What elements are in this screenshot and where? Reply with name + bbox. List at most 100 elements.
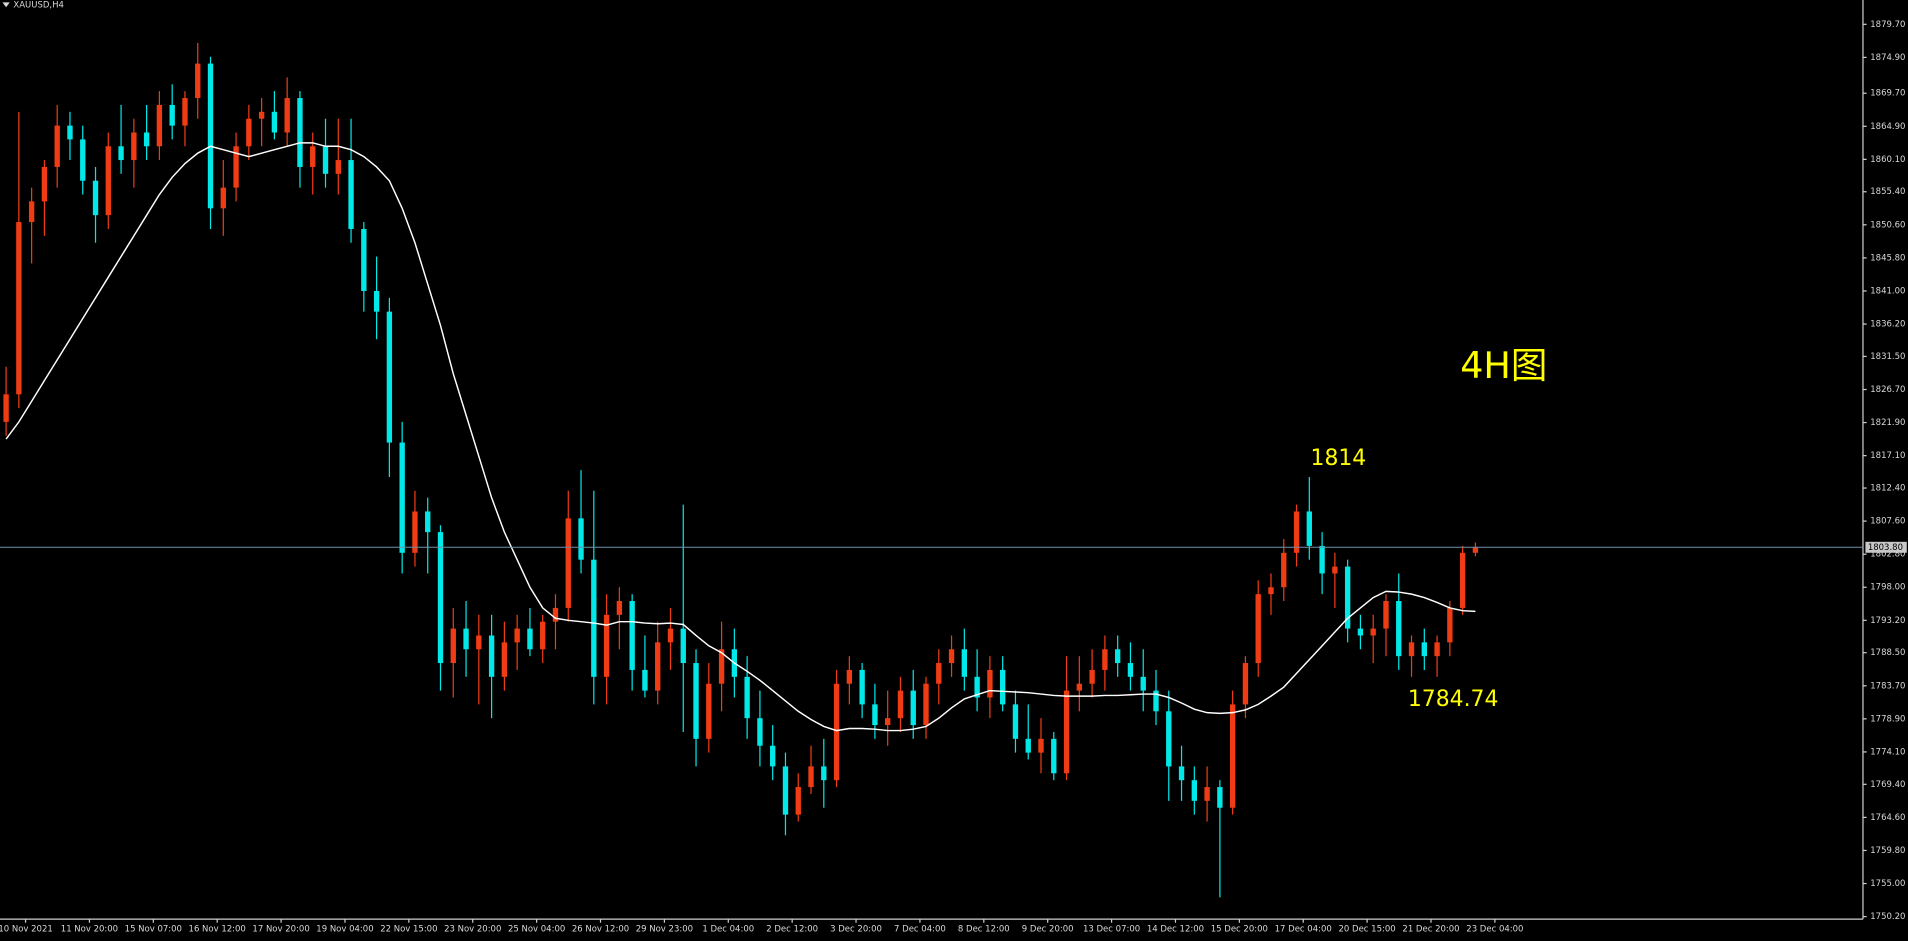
candle-body	[910, 690, 916, 726]
candle-body	[846, 669, 853, 684]
y-tick-label: 1821.90	[1870, 418, 1905, 428]
candle-body	[169, 104, 175, 126]
y-tick-label: 1788.50	[1870, 648, 1905, 658]
candle-body	[1383, 601, 1389, 629]
candle-body	[412, 511, 418, 553]
y-tick-label: 1793.20	[1870, 616, 1905, 626]
candle-body	[1166, 711, 1172, 767]
y-tick-label: 1802.80	[1870, 550, 1905, 560]
y-tick-label: 1845.80	[1870, 253, 1905, 263]
candle-body	[488, 635, 495, 677]
candle-body	[437, 532, 444, 664]
candle-body	[1332, 566, 1338, 574]
x-tick-label: 3 Dec 20:00	[830, 924, 882, 934]
candle-body	[718, 649, 725, 684]
candle-body	[1434, 642, 1440, 657]
y-tick-label: 1831.50	[1870, 352, 1905, 362]
y-tick-label: 1874.90	[1870, 53, 1905, 63]
x-tick-label: 26 Nov 12:00	[572, 924, 629, 934]
candle-body	[936, 663, 942, 684]
candle-body	[770, 745, 776, 767]
candle-body	[143, 132, 150, 147]
candle-body	[667, 628, 674, 643]
candle-body	[514, 628, 520, 643]
candle-body	[1268, 587, 1274, 595]
x-tick-label: 19 Nov 04:00	[316, 924, 373, 934]
candle-body	[1140, 676, 1146, 691]
candle-body	[629, 601, 635, 670]
y-tick-label: 1841.00	[1870, 286, 1905, 296]
candle-body	[207, 63, 214, 209]
candle-body	[3, 394, 9, 422]
candle-body	[591, 559, 597, 677]
y-tick-label: 1879.70	[1870, 20, 1905, 30]
candle-body	[92, 180, 99, 216]
candle-body	[872, 704, 878, 726]
x-tick-label: 17 Dec 04:00	[1275, 924, 1332, 934]
x-tick-label: 14 Dec 12:00	[1147, 924, 1204, 934]
x-tick-label: 29 Nov 23:00	[636, 924, 693, 934]
x-tick-label: 11 Nov 20:00	[61, 924, 118, 934]
candle-body	[1127, 663, 1134, 677]
candle-body	[131, 132, 137, 161]
x-tick-label: 8 Dec 12:00	[958, 924, 1010, 934]
candle-body	[1229, 704, 1236, 808]
candle-body	[322, 146, 329, 174]
candle-body	[527, 628, 533, 650]
candle-body	[1038, 738, 1044, 753]
candle-body	[1281, 552, 1287, 588]
y-tick-label: 1750.20	[1870, 912, 1905, 922]
candle-body	[463, 628, 469, 650]
candle-body	[655, 642, 661, 691]
candle-body	[80, 139, 86, 181]
candle-body	[1217, 787, 1223, 808]
symbol-menu-icon[interactable]	[2, 2, 10, 8]
candle-body	[974, 676, 980, 698]
x-tick-label: 10 Nov 2021	[0, 924, 53, 934]
candle-body	[246, 118, 252, 147]
candle-body	[642, 669, 648, 691]
candle-body	[1191, 780, 1198, 801]
candle-body	[1421, 642, 1427, 657]
y-tick-label: 1869.70	[1870, 89, 1905, 99]
y-tick-label: 1783.70	[1870, 681, 1905, 691]
candle-body	[1408, 642, 1415, 657]
candle-body	[258, 111, 265, 119]
candle-body	[1344, 566, 1351, 629]
candle-body	[335, 160, 341, 174]
candle-body	[808, 766, 814, 788]
candle-body	[821, 766, 827, 781]
candle-body	[476, 635, 482, 650]
candle-body	[501, 642, 508, 677]
candle-body	[284, 98, 290, 133]
candle-body	[603, 614, 610, 677]
candle-body	[1025, 738, 1031, 753]
candle-body	[1012, 704, 1019, 739]
candle-body	[271, 111, 278, 133]
annotation: 4H图	[1460, 344, 1547, 387]
y-tick-label: 1755.00	[1870, 879, 1905, 889]
x-tick-label: 25 Nov 04:00	[508, 924, 565, 934]
candle-body	[1204, 787, 1210, 801]
y-tick-label: 1817.10	[1870, 451, 1905, 461]
candle-body	[1319, 545, 1325, 574]
x-tick-label: 22 Nov 15:00	[380, 924, 437, 934]
y-tick-label: 1807.60	[1870, 517, 1905, 527]
candle-body	[1447, 607, 1453, 643]
candle-body	[118, 146, 124, 161]
chart-title: XAUUSD,H4	[13, 0, 64, 10]
candle-body	[1472, 547, 1479, 553]
x-tick-label: 1 Dec 04:00	[702, 924, 754, 934]
candle-body	[195, 63, 201, 99]
x-tick-label: 20 Dec 15:00	[1339, 924, 1396, 934]
candle-body	[182, 98, 188, 126]
candle-body	[1051, 738, 1057, 774]
candle-body	[450, 628, 456, 664]
candle-body	[425, 511, 431, 533]
candle-body	[987, 669, 993, 698]
candle-body	[220, 187, 226, 209]
candle-body	[233, 146, 239, 188]
y-tick-label: 1764.60	[1870, 813, 1905, 823]
